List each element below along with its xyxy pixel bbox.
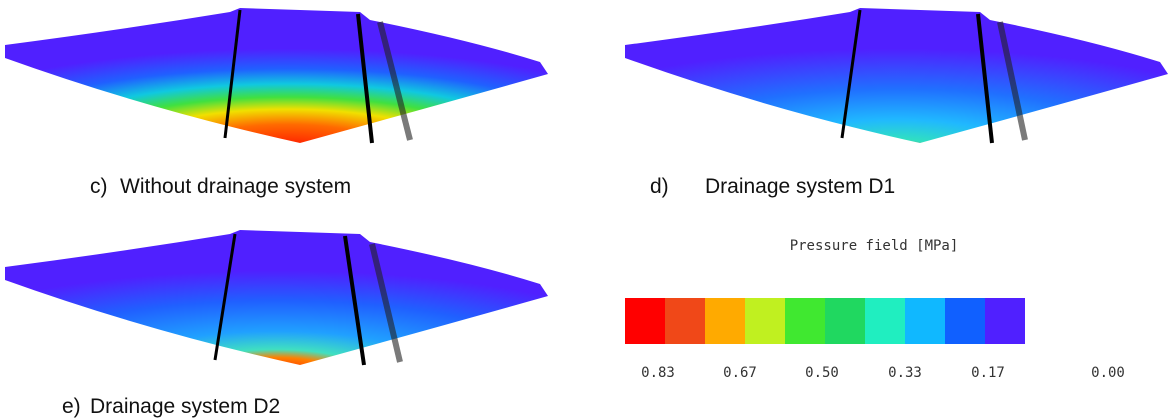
panel-label: e): [62, 395, 81, 418]
figure: c) Without drainage system d) Drainage s…: [0, 0, 1168, 418]
colorbar-tick-label: 0.33: [888, 365, 922, 381]
legend-title: Pressure field [MPa]: [790, 238, 959, 254]
panel-caption: Drainage system D1: [705, 175, 895, 198]
colorbar: Pressure field [MPa] 0.83 0.67 0.50 0.33 0.1…: [625, 238, 1125, 381]
panel-e-image: [5, 230, 548, 365]
colorbar-tick-label: 0.17: [971, 365, 1005, 381]
panel-label: c): [90, 175, 108, 198]
panel-c-image: [5, 8, 548, 143]
colorbar-tick-label: 0.50: [805, 365, 839, 381]
panel-caption: Drainage system D2: [90, 395, 280, 418]
colorbar-tick-label: 0.67: [723, 365, 757, 381]
panel-caption: Without drainage system: [120, 175, 351, 198]
panel-d-image: [625, 8, 1168, 143]
colorbar-tick-label: 0.00: [1091, 365, 1125, 381]
panel-label: d): [650, 175, 669, 198]
colorbar-tick-label: 0.83: [641, 365, 675, 381]
